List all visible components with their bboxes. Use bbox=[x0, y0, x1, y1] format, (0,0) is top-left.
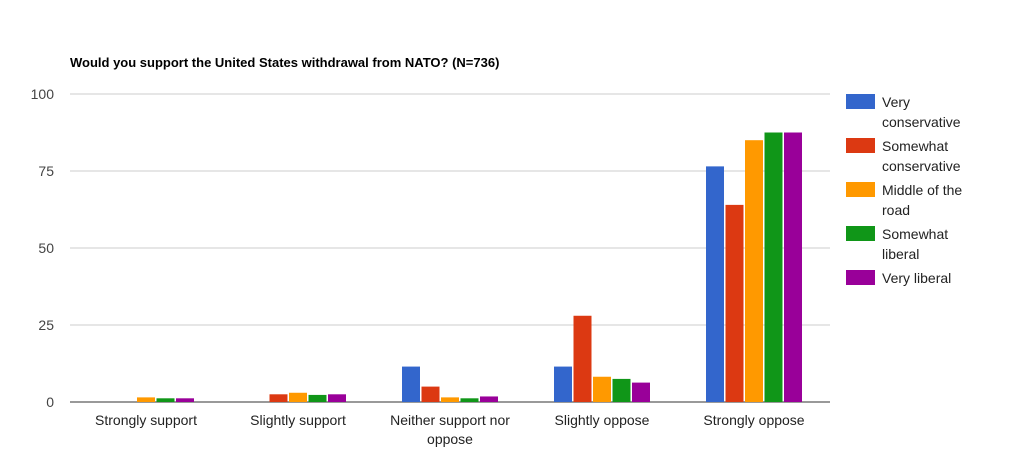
label-line: Somewhat bbox=[882, 226, 948, 242]
x-tick-label: Slightly support bbox=[250, 412, 346, 428]
bar bbox=[745, 140, 763, 402]
x-axis: Strongly support Slightly support Neither … bbox=[95, 412, 805, 447]
label-line: Middle of the bbox=[882, 182, 962, 198]
label-line: Slightly oppose bbox=[555, 412, 650, 428]
label-line: liberal bbox=[882, 246, 919, 262]
bar bbox=[784, 132, 802, 402]
x-tick-label: Strongly support bbox=[95, 412, 197, 428]
bar bbox=[460, 398, 479, 402]
bar bbox=[612, 378, 631, 402]
bar bbox=[593, 376, 611, 402]
bar bbox=[269, 394, 288, 402]
bar bbox=[764, 132, 783, 402]
bar bbox=[554, 366, 572, 402]
bar bbox=[289, 392, 307, 402]
chart-title: Would you support the United States with… bbox=[70, 55, 499, 70]
bar bbox=[421, 386, 440, 402]
legend-swatch bbox=[846, 182, 875, 197]
label-line: oppose bbox=[427, 431, 473, 447]
y-tick-label: 75 bbox=[38, 163, 54, 179]
bar bbox=[156, 398, 175, 402]
legend-label: Somewhat conservative bbox=[882, 138, 961, 174]
legend-item: Somewhat liberal bbox=[846, 226, 948, 262]
y-tick-label: 50 bbox=[38, 240, 54, 256]
bar bbox=[573, 315, 592, 402]
label-line: conservative bbox=[882, 158, 961, 174]
label-line: conservative bbox=[882, 114, 961, 130]
bar bbox=[632, 382, 650, 402]
bar bbox=[328, 394, 346, 402]
bar bbox=[402, 366, 420, 402]
legend-swatch bbox=[846, 138, 875, 153]
legend-label: Very conservative bbox=[882, 94, 961, 130]
bar bbox=[706, 166, 724, 402]
label-line: Neither support nor bbox=[390, 412, 510, 428]
legend-label: Somewhat liberal bbox=[882, 226, 948, 262]
legend-label: Very liberal bbox=[882, 270, 951, 286]
bar bbox=[137, 397, 155, 402]
x-tick-label: Neither support nor oppose bbox=[390, 412, 510, 447]
bars bbox=[137, 132, 802, 402]
legend-label: Middle of the road bbox=[882, 182, 962, 218]
y-tick-label: 25 bbox=[38, 317, 54, 333]
label-line: Very bbox=[882, 94, 910, 110]
x-tick-label: Slightly oppose bbox=[555, 412, 650, 428]
legend-item: Very conservative bbox=[846, 94, 961, 130]
label-line: Very liberal bbox=[882, 270, 951, 286]
bar bbox=[441, 397, 459, 402]
bar bbox=[480, 396, 498, 402]
legend-item: Very liberal bbox=[846, 270, 951, 286]
label-line: Strongly oppose bbox=[703, 412, 804, 428]
legend-swatch bbox=[846, 226, 875, 241]
label-line: Somewhat bbox=[882, 138, 948, 154]
label-line: Strongly support bbox=[95, 412, 197, 428]
y-tick-label: 100 bbox=[31, 86, 55, 102]
bar bbox=[725, 204, 744, 402]
label-line: Slightly support bbox=[250, 412, 346, 428]
y-tick-label: 0 bbox=[46, 394, 54, 410]
bar bbox=[176, 398, 194, 402]
legend-item: Middle of the road bbox=[846, 182, 962, 218]
grid bbox=[70, 93, 830, 403]
legend-swatch bbox=[846, 94, 875, 109]
bar bbox=[308, 394, 327, 402]
y-axis: 0 25 50 75 100 bbox=[31, 86, 55, 410]
legend-swatch bbox=[846, 270, 875, 285]
legend: Very conservative Somewhat conservative Midd… bbox=[846, 94, 962, 286]
legend-item: Somewhat conservative bbox=[846, 138, 961, 174]
label-line: road bbox=[882, 202, 910, 218]
x-tick-label: Strongly oppose bbox=[703, 412, 804, 428]
